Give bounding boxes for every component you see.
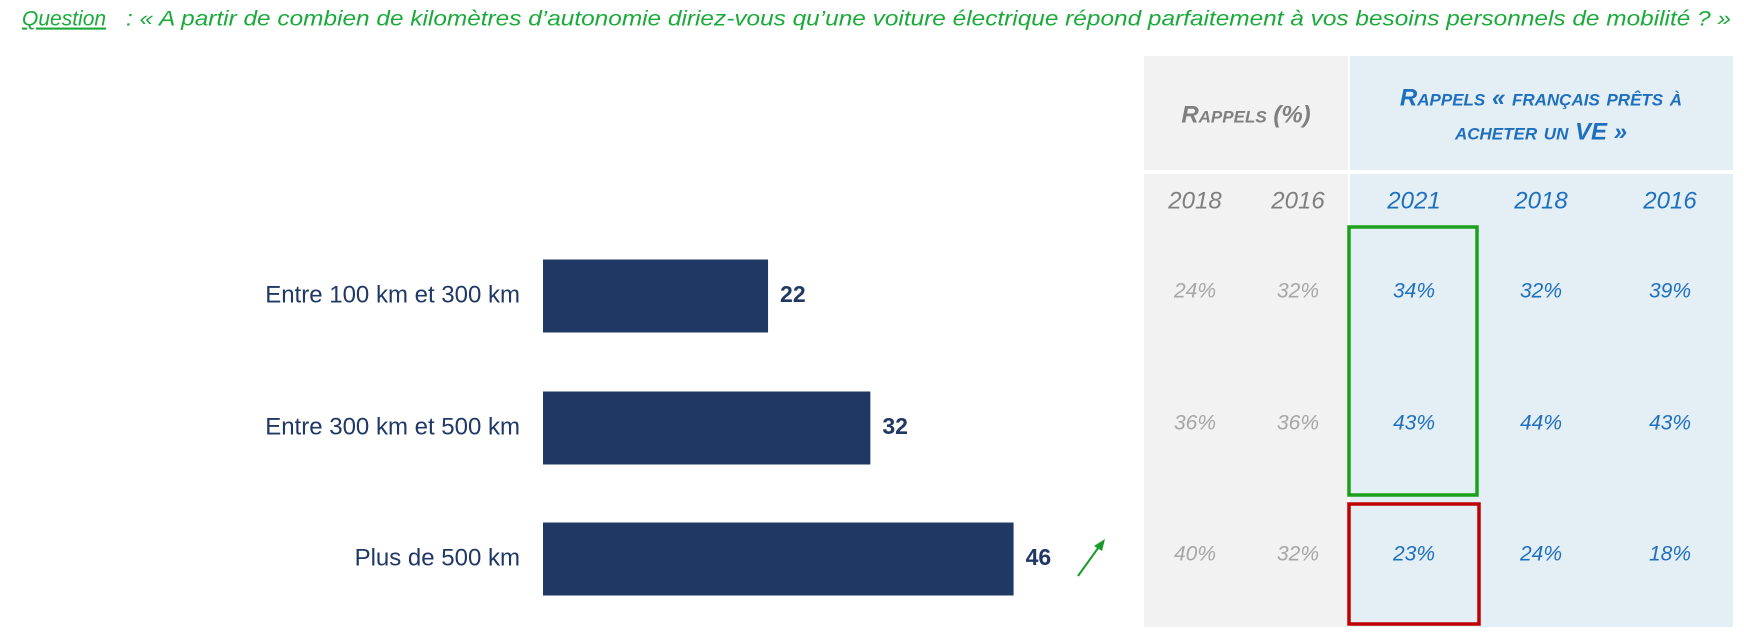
question-text: : « A partir de combien de kilomètres d’… [126,8,1731,31]
panel-left [1144,56,1348,627]
value-label: 22 [780,281,806,307]
table-cell: 43% [1393,412,1435,435]
table-cell: 40% [1174,543,1216,566]
highlight-green [1347,225,1479,497]
value-label: 46 [1026,544,1052,570]
year-header: 2021 [1386,187,1440,214]
header-right: Rappels « français prêts à [1400,84,1682,111]
table-cell: 34% [1393,280,1435,303]
header-left: Rappels (%) [1181,101,1310,128]
year-header: 2016 [1270,187,1325,214]
table-cell: 44% [1520,412,1562,435]
highlight-red [1347,502,1481,626]
trend-arrow [1077,543,1102,577]
trend-arrow-head [1094,539,1105,551]
table-cell: 24% [1519,543,1562,566]
year-header: 2016 [1642,187,1697,214]
table-cell: 32% [1277,280,1319,303]
category-label: Plus de 500 km [355,544,520,571]
year-header: 2018 [1513,187,1568,214]
category-label: Entre 100 km et 300 km [265,281,520,308]
table-cell: 24% [1173,280,1216,303]
header-right: acheter un VE » [1454,118,1627,145]
value-label: 32 [882,413,908,439]
question-label: Question [22,8,106,31]
year-header: 2018 [1167,187,1222,214]
category-label: Entre 300 km et 500 km [265,413,520,440]
table-cell: 39% [1649,280,1691,303]
table-cell: 23% [1392,543,1435,566]
table-cell: 32% [1520,280,1562,303]
bar [543,391,871,465]
table-cell: 36% [1174,412,1216,435]
table-cell: 43% [1649,412,1691,435]
bar [543,259,769,333]
bar [543,522,1014,596]
table-cell: 32% [1277,543,1319,566]
table-cell: 18% [1649,543,1691,566]
table-cell: 36% [1277,412,1319,435]
panel-right [1350,56,1733,627]
